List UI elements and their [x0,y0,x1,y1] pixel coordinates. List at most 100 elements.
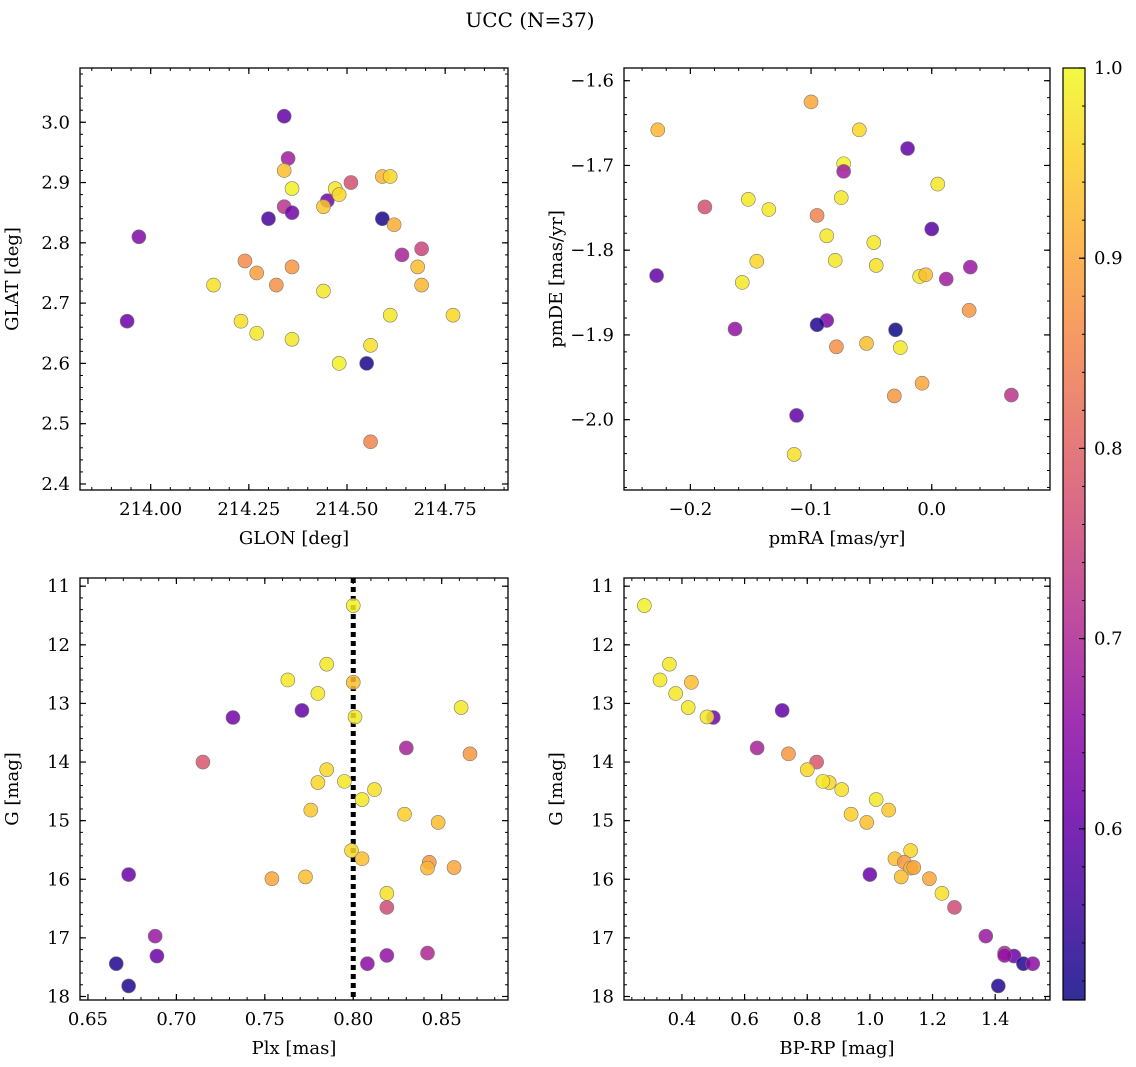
data-point [774,703,790,718]
data-point [868,792,884,807]
axes-frame [623,577,1051,1001]
x-tick-label: 214.50 [316,499,379,520]
y-tick-label: 14 [591,752,614,773]
data-point [119,313,135,329]
x-tick-label: 0.4 [668,1009,697,1030]
data-point [331,187,347,202]
data-point [978,928,994,944]
data-point [868,258,884,273]
x-tick-label: 214.25 [217,499,280,520]
x-axis-label: Plx [mas] [252,1038,337,1059]
data-point [280,672,296,688]
data-point [727,321,743,337]
data-point [345,598,361,613]
x-tick-label: 1.4 [981,1009,1010,1030]
y-tick-label: −1.6 [570,71,614,92]
y-tick-label: 2.6 [41,353,70,374]
data-point [195,754,211,770]
data-point [934,886,950,901]
data-point [399,740,414,756]
data-point [914,375,930,391]
data-point [684,675,699,690]
data-point [997,948,1012,963]
data-point [650,122,666,138]
panel-pm: −0.2 −0.1 0.0 −1.6 −1.7 −1.8 −1.9 −2.0 pmRA [mas… [546,67,1051,549]
data-point [294,703,310,718]
data-point [888,322,903,338]
y-tick-label: −1.8 [570,240,614,261]
y-tick-label: 2.5 [41,414,70,435]
y-tick-label: −2.0 [570,410,614,431]
data-point [414,277,429,293]
data-point [379,948,395,963]
data-point [310,686,326,701]
data-point [269,277,284,293]
y-axis-label: G [mag] [2,752,23,825]
y-tick-label: 18 [591,986,614,1007]
y-axis-label: pmDE [mas/yr] [546,210,567,348]
data-point [924,221,940,237]
data-point [249,325,264,341]
data-point [147,928,163,944]
data-point [903,843,918,858]
data-point [363,338,378,353]
data-point [331,356,347,371]
data-point [637,598,652,613]
data-point [893,340,908,355]
y-tick-label: 16 [47,869,70,890]
x-tick-label: 214.00 [119,499,182,520]
data-point [233,313,249,329]
data-point [859,815,875,830]
panel-cmd: 0.4 0.6 0.8 1.0 1.2 1.4 11 12 13 14 15 16 17 18 BP-RP … [546,576,1051,1059]
data-point [961,303,977,318]
data-point [379,886,395,901]
data-point [359,356,374,371]
y-tick-label: 15 [47,811,70,832]
data-point [859,336,874,351]
scatter-points [108,598,478,994]
y-tick-label: −1.9 [570,325,614,346]
data-point [680,700,696,715]
y-tick-label: 15 [591,811,614,832]
data-point [862,867,878,882]
data-point [410,259,425,275]
x-tick-label: 0.80 [333,1009,373,1030]
x-tick-label: 0.85 [422,1009,462,1030]
data-point [652,672,668,688]
data-point [108,956,124,971]
data-point [887,388,902,404]
data-point [206,277,221,293]
data-point [363,434,378,450]
x-axis-label: GLON [deg] [239,528,349,549]
data-point [121,867,136,882]
data-point [379,900,395,915]
scatter-points [637,598,1041,994]
colorbar-frame [1062,67,1086,1001]
data-point [420,945,435,961]
x-tick-label: −0.2 [669,499,713,520]
data-point [697,199,713,215]
data-point [397,806,412,822]
colorbar-tick-label: 0.9 [1094,248,1123,269]
data-point [298,869,313,885]
data-point [367,782,382,797]
data-point [319,762,335,777]
data-point [345,675,361,690]
scatter-points [649,94,1019,462]
y-tick-label: 16 [591,869,614,890]
data-point [786,447,802,462]
y-tick-label: 17 [47,928,70,949]
scatter-points [119,108,461,450]
data-point [819,228,835,244]
data-point [836,164,851,179]
x-tick-label: 0.0 [917,499,946,520]
y-tick-label: 14 [47,752,70,773]
y-tick-label: 12 [591,635,614,656]
axes-frame [79,67,509,491]
data-point [430,815,446,830]
data-point [1025,956,1041,971]
data-point [284,331,300,347]
data-point [319,656,335,672]
data-point [310,775,326,790]
y-tick-label: 11 [47,576,70,597]
